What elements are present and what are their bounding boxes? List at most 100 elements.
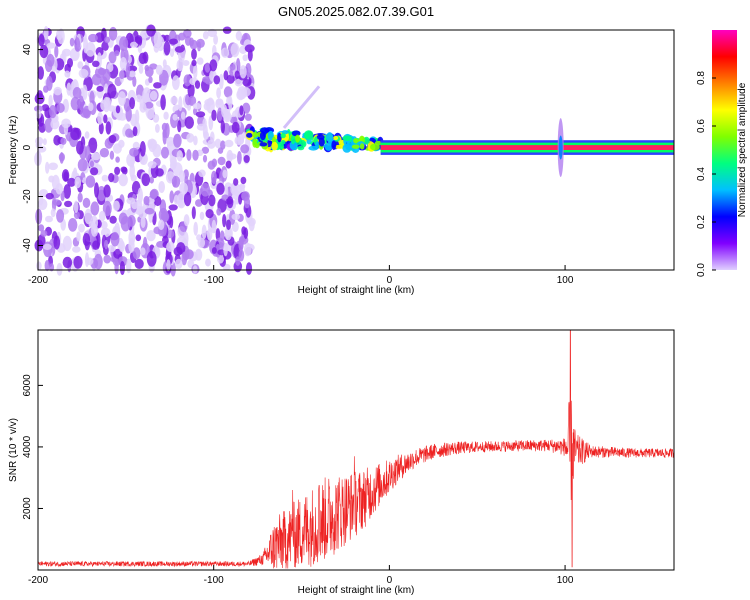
onset-blob: [300, 141, 306, 147]
noise-blob: [193, 221, 198, 236]
noise-blob: [129, 147, 139, 157]
onset-blob: [334, 144, 344, 149]
noise-blob: [155, 64, 163, 75]
noise-blob: [45, 215, 53, 223]
noise-blob: [70, 96, 81, 111]
figure-title: GN05.2025.082.07.39.G01: [278, 4, 434, 19]
noise-blob: [130, 41, 138, 48]
noise-blob: [52, 199, 61, 206]
colorbar-tick-label: 0.4: [696, 167, 707, 181]
noise-blob: [227, 153, 237, 160]
noise-blob: [56, 209, 65, 223]
noise-blob: [101, 41, 109, 52]
noise-blob: [197, 41, 201, 52]
noise-blob: [158, 219, 165, 231]
noise-blob: [36, 150, 42, 166]
spectrogram-x-tick-label: 100: [557, 275, 574, 286]
snr-y-tick-label: 2000: [22, 497, 33, 520]
noise-blob: [170, 96, 178, 105]
noise-blob: [89, 90, 95, 106]
carrier-core: [380, 145, 674, 150]
noise-blob: [203, 131, 210, 140]
noise-blob: [46, 75, 53, 91]
noise-blob: [92, 240, 100, 250]
colorbar-gradient: [712, 30, 737, 270]
onset-blob: [271, 141, 278, 151]
noise-blob: [174, 46, 185, 53]
noise-blob: [72, 87, 82, 99]
spectrogram-x-ticks: -200 -100 0 100: [28, 265, 574, 286]
noise-blob: [137, 187, 143, 204]
noise-blob: [178, 96, 183, 112]
noise-blob: [235, 256, 241, 266]
noise-blob: [144, 207, 155, 215]
noise-blob: [182, 60, 190, 66]
noise-blob: [67, 58, 73, 68]
noise-blob: [168, 204, 178, 211]
noise-blob: [208, 115, 214, 131]
noise-blob: [99, 210, 106, 222]
noise-blob: [158, 181, 165, 193]
noise-blob: [146, 230, 156, 242]
noise-blob: [216, 87, 222, 99]
noise-blob: [60, 137, 67, 145]
noise-blob: [88, 102, 94, 112]
noise-blob: [163, 41, 171, 56]
onset-blob: [267, 130, 274, 141]
noise-blob: [147, 161, 157, 169]
noise-blob: [130, 174, 137, 182]
noise-blob: [40, 230, 48, 237]
noise-blob: [149, 176, 154, 184]
noise-blob: [225, 227, 232, 241]
noise-blob: [39, 44, 49, 59]
noise-blob: [104, 97, 112, 111]
noise-blob: [176, 150, 183, 162]
noise-blob: [198, 169, 206, 178]
noise-blob: [118, 139, 125, 148]
noise-blob: [218, 73, 224, 90]
noise-blob: [74, 176, 82, 189]
noise-blob: [211, 247, 217, 254]
noise-blob: [194, 80, 201, 89]
noise-blob: [244, 242, 252, 257]
onset-blob: [259, 131, 266, 141]
noise-blob: [226, 219, 231, 231]
noise-blob: [102, 68, 111, 83]
noise-blob: [240, 176, 247, 185]
spectrogram-data: [34, 24, 674, 277]
snr-series-line: [38, 330, 674, 569]
streak-mark: [282, 85, 321, 129]
noise-blob: [38, 34, 45, 47]
noise-blob: [220, 120, 225, 134]
noise-blob: [125, 106, 132, 122]
noise-blob: [48, 162, 58, 171]
onset-blob: [374, 140, 382, 146]
noise-blob: [45, 161, 50, 174]
onset-blob: [351, 144, 360, 149]
noise-blob: [163, 111, 169, 120]
noise-blob: [153, 82, 162, 89]
noise-blob: [153, 43, 160, 53]
noise-blob: [215, 228, 221, 241]
noise-blob: [88, 137, 98, 154]
noise-blob: [186, 133, 195, 143]
noise-blob: [205, 258, 211, 267]
noise-blob: [118, 212, 128, 225]
noise-blob: [139, 141, 146, 157]
onset-blob: [308, 145, 319, 151]
noise-blob: [148, 76, 153, 84]
onset-blob: [280, 140, 286, 145]
noise-blob: [128, 230, 136, 246]
noise-blob: [37, 234, 46, 249]
noise-blob: [62, 235, 72, 252]
noise-blob: [238, 237, 244, 252]
noise-blob: [91, 73, 102, 86]
noise-blob: [230, 183, 238, 195]
noise-blob: [49, 105, 57, 119]
noise-blob: [241, 87, 251, 97]
noise-blob: [161, 146, 169, 159]
noise-blob: [177, 120, 182, 133]
noise-blob: [209, 59, 218, 72]
noise-blob: [226, 74, 235, 84]
